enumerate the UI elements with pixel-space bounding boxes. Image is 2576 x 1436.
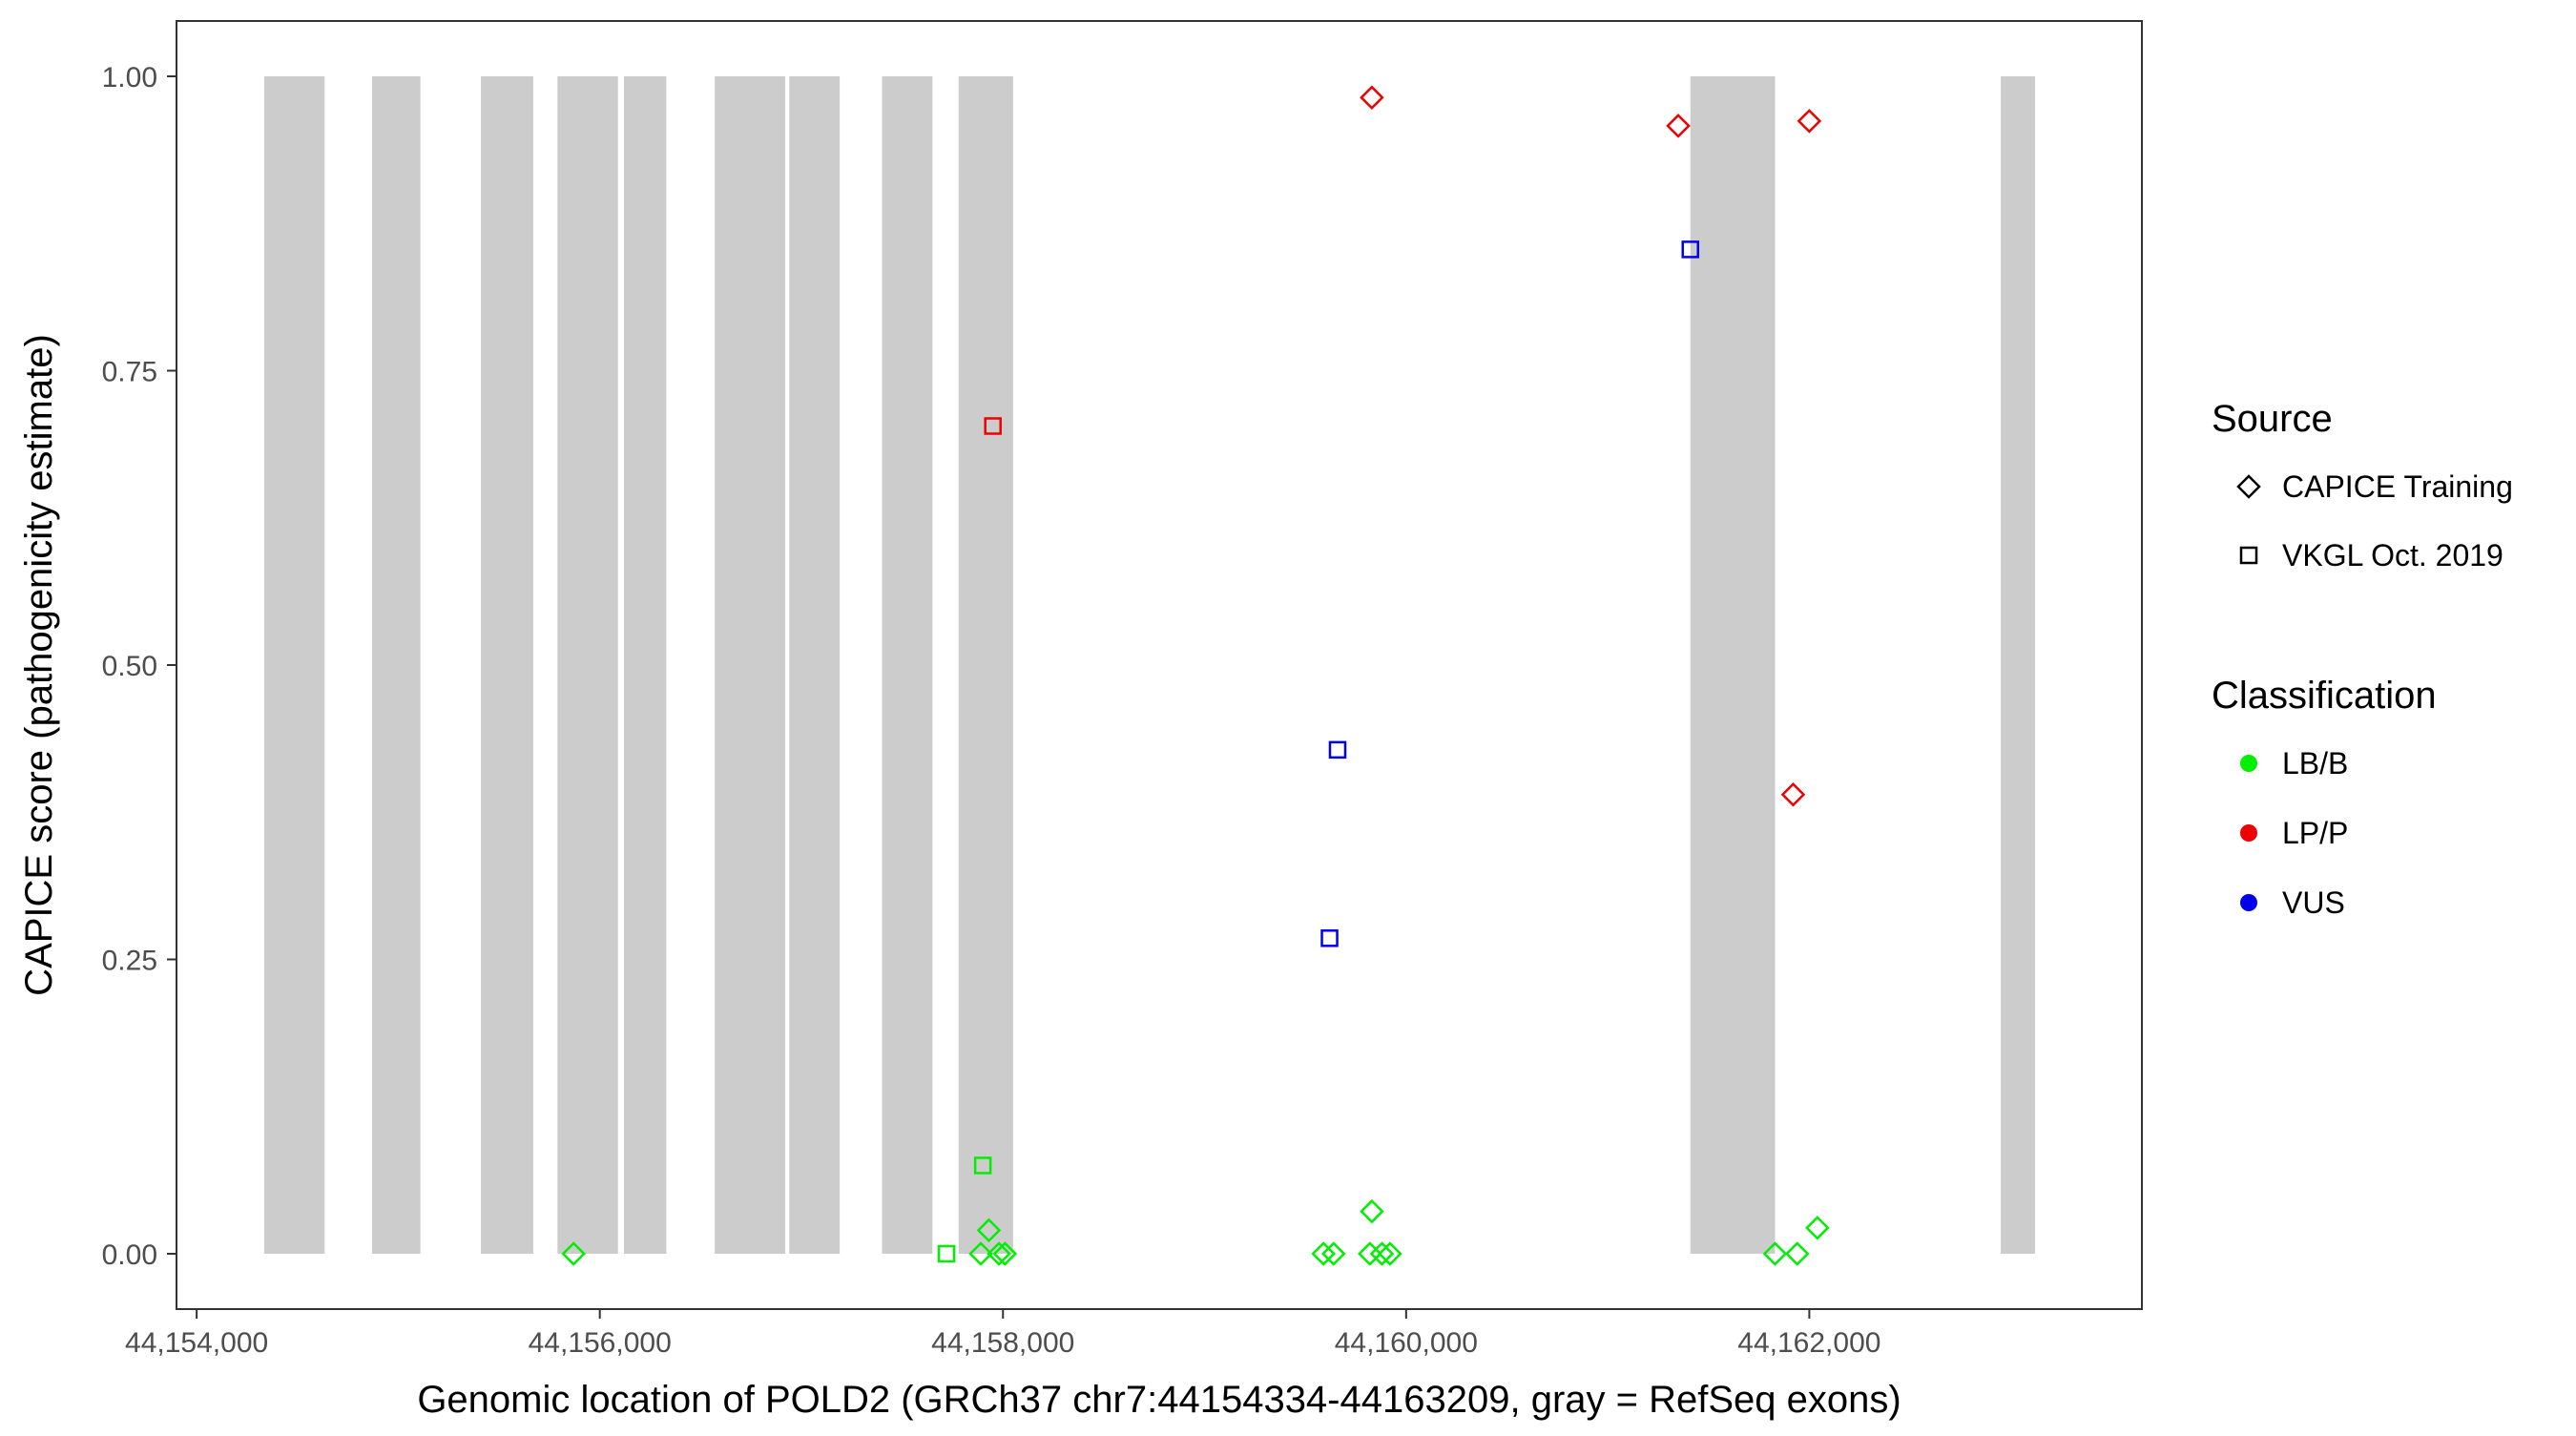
x-axis: 44,154,000 44,156,000 44,158,000 44,160,000…	[125, 1309, 1880, 1359]
data-point	[1805, 1216, 1830, 1240]
data-point	[1762, 1241, 1788, 1266]
legend-source: Source CAPICE Training VKGL Oct. 2019	[2212, 398, 2513, 572]
exon-band	[958, 75, 1013, 1255]
data-point	[1320, 1241, 1346, 1266]
data-point	[987, 1241, 1011, 1266]
x-axis-label: Genomic location of POLD2 (GRCh37 chr7:4…	[417, 1379, 1901, 1421]
data-point	[1784, 1241, 1810, 1266]
legend-classification-title: Classification	[2212, 675, 2437, 717]
data-point	[1320, 929, 1339, 947]
legend-key	[2240, 824, 2257, 842]
legend-source-title: Source	[2212, 398, 2333, 440]
data-points	[561, 85, 1830, 1266]
data-point	[1369, 1241, 1395, 1266]
data-point	[1797, 109, 1822, 134]
exon-band	[557, 75, 618, 1255]
legend-key	[2236, 474, 2261, 499]
legend-label: LP/P	[2282, 816, 2348, 850]
legend-label: VUS	[2282, 885, 2345, 920]
data-point	[561, 1241, 586, 1266]
data-point	[1311, 1241, 1336, 1266]
legend-label: CAPICE Training	[2282, 469, 2513, 504]
data-point	[1360, 1198, 1384, 1224]
y-tick-label: 0.75	[102, 356, 157, 387]
legend-key	[2240, 894, 2257, 911]
exon-band	[2001, 75, 2036, 1255]
legend-label: VKGL Oct. 2019	[2282, 538, 2503, 572]
x-tick-label: 44,162,000	[1737, 1327, 1880, 1359]
exon-band	[371, 75, 421, 1255]
y-tick-label: 0.00	[102, 1239, 157, 1271]
x-tick-label: 44,158,000	[931, 1327, 1074, 1359]
x-tick-label: 44,154,000	[125, 1327, 268, 1359]
data-point	[1780, 781, 1806, 807]
legend-key	[2239, 546, 2258, 565]
y-tick-label: 1.00	[102, 62, 157, 94]
y-tick-label: 0.50	[102, 651, 157, 682]
legend-classification: Classification LB/B LP/P VUS	[2212, 675, 2437, 920]
data-point	[1378, 1241, 1402, 1266]
y-tick-label: 0.25	[102, 946, 157, 977]
exon-band	[882, 75, 933, 1255]
data-point	[1360, 85, 1384, 110]
data-point	[992, 1241, 1018, 1266]
data-point	[973, 1156, 992, 1175]
legend-label: LB/B	[2282, 746, 2348, 780]
data-point	[937, 1244, 956, 1263]
legend-key	[2240, 755, 2257, 772]
exon-band	[789, 75, 841, 1255]
data-point	[968, 1241, 993, 1266]
data-point	[976, 1217, 1002, 1243]
exon-band	[481, 75, 533, 1255]
data-point	[1358, 1241, 1382, 1266]
data-point	[1681, 240, 1699, 259]
exon-band	[624, 75, 667, 1255]
data-point	[984, 417, 1002, 435]
exon-band	[1690, 75, 1776, 1255]
exon-band	[715, 75, 786, 1255]
x-tick-label: 44,156,000	[529, 1327, 672, 1359]
exon-bands	[263, 75, 2036, 1255]
data-point	[1666, 114, 1691, 138]
y-axis-label: CAPICE score (pathogenicity estimate)	[18, 334, 60, 996]
data-point	[1328, 740, 1347, 760]
plot-background	[177, 21, 2142, 1309]
exon-band	[263, 75, 325, 1255]
y-axis: 0.00 0.25 0.50 0.75 1.00	[102, 62, 177, 1271]
x-tick-label: 44,160,000	[1335, 1327, 1478, 1359]
